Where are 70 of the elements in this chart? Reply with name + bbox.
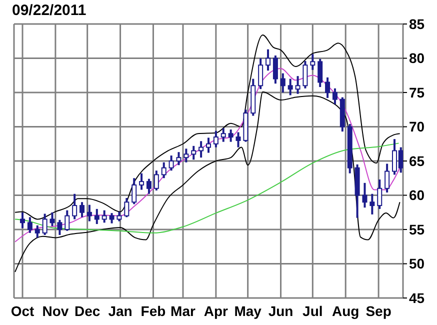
candlestick <box>302 60 308 90</box>
candlestick <box>228 128 234 143</box>
candlestick <box>124 196 130 218</box>
candlestick <box>325 76 330 99</box>
candlestick <box>20 211 26 230</box>
candlestick <box>362 182 368 209</box>
candlestick <box>206 136 211 154</box>
x-tick-label: Sep <box>366 302 392 319</box>
x-tick-label: May <box>234 302 262 319</box>
candlestick <box>116 210 122 222</box>
candlestick <box>72 192 78 220</box>
x-tick-label: Aug <box>332 302 360 319</box>
candlestick <box>295 75 300 95</box>
candlestick <box>236 131 241 148</box>
y-tick-label: 70 <box>409 118 425 135</box>
candlestick <box>154 170 159 192</box>
candlestick <box>64 209 70 232</box>
candlestick <box>332 87 338 106</box>
candlestick <box>198 140 204 159</box>
x-tick-label: Apr <box>204 302 229 319</box>
candlestick <box>94 208 100 226</box>
y-tick-label: 65 <box>409 152 425 169</box>
candlestick <box>161 161 166 180</box>
x-tick-label: Jun <box>268 302 294 319</box>
candlestick <box>288 78 293 96</box>
candlestick <box>139 172 144 191</box>
x-tick-label: Oct <box>10 302 35 319</box>
candlestick <box>176 151 182 166</box>
candlestick <box>132 177 137 206</box>
candlestick <box>220 127 226 143</box>
candlestick <box>146 178 152 195</box>
line-series <box>14 91 400 272</box>
y-tick-label: 45 <box>409 290 425 306</box>
line-series <box>14 34 400 220</box>
candlestick <box>80 201 85 218</box>
candlestick <box>370 192 375 216</box>
candlestick <box>34 224 40 239</box>
candlestick <box>191 144 196 161</box>
candlestick <box>384 162 390 194</box>
chart-title: 09/22/2011 <box>12 2 86 19</box>
candlestick <box>27 216 32 234</box>
candlestick <box>318 58 323 88</box>
candlestick <box>50 211 55 228</box>
x-tick-label: Dec <box>74 302 100 319</box>
y-tick-label: 50 <box>409 256 425 272</box>
x-tick-label: Jan <box>108 302 132 319</box>
x-tick-label: Nov <box>42 302 69 319</box>
y-tick-label: 80 <box>409 50 425 66</box>
candlestick <box>42 212 48 236</box>
candlestick <box>102 209 107 224</box>
y-tick-label: 75 <box>409 84 425 100</box>
candlestick <box>86 204 92 222</box>
candlestick <box>213 130 218 148</box>
candlestick <box>266 48 271 72</box>
candlestick <box>258 57 264 90</box>
line-series <box>14 142 400 234</box>
y-tick-label: 85 <box>409 16 425 32</box>
candlestick <box>184 148 189 164</box>
candlestick <box>280 72 286 94</box>
x-tick-label: Jul <box>302 302 323 319</box>
candlestick <box>109 212 114 224</box>
candlestick <box>272 54 278 85</box>
x-tick-label: Feb <box>140 302 166 319</box>
y-tick-label: 55 <box>409 221 425 238</box>
candlestick <box>168 154 174 172</box>
candlestick <box>377 178 382 210</box>
candlestick <box>57 218 62 236</box>
candlestick <box>310 53 316 71</box>
x-tick-label: Mar <box>170 302 196 319</box>
y-tick-label: 60 <box>409 187 425 204</box>
